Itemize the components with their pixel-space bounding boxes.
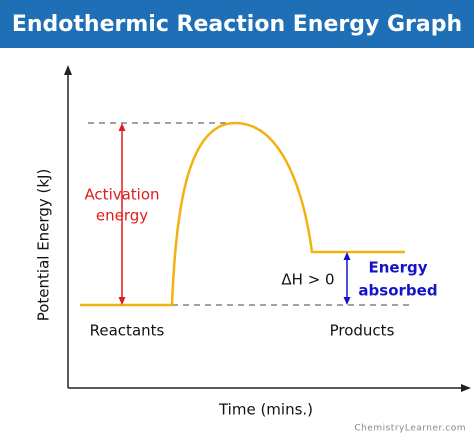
x-axis-label: Time (mins.): [218, 401, 313, 419]
activation-label: energy: [96, 207, 148, 225]
reactants-label: Reactants: [90, 322, 165, 340]
delta-h-label: ΔH > 0: [281, 271, 334, 289]
header-bar: [0, 0, 474, 48]
y-axis-label: Potential Energy (kJ): [35, 169, 53, 322]
absorbed-label: Energy: [368, 259, 427, 277]
activation-label: Activation: [84, 186, 159, 204]
watermark: ChemistryLearner.com: [354, 424, 466, 434]
title: Endothermic Reaction Energy Graph: [12, 12, 462, 37]
absorbed-label: absorbed: [358, 282, 437, 300]
energy-curve: [80, 121, 405, 307]
products-label: Products: [330, 322, 395, 340]
